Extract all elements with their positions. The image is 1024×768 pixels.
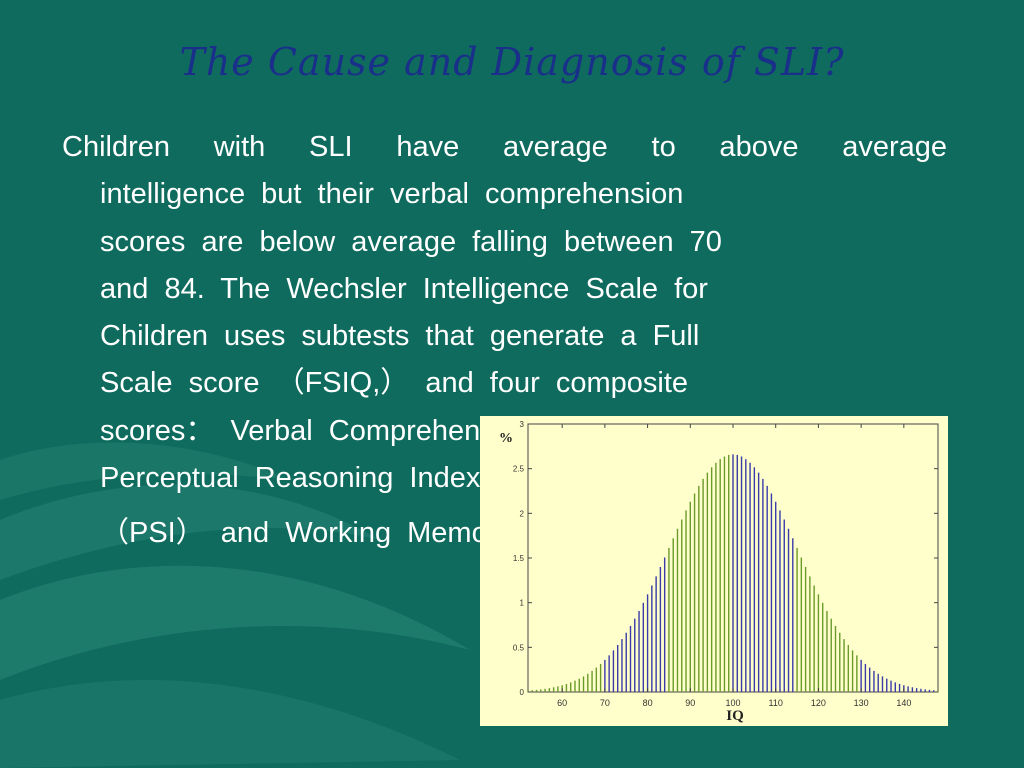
iq-distribution-chart: 60 70 80 90 100 110 120 130 140 0 0.5 1 1.5 2 2.5 3% IQ [480, 416, 948, 726]
chart-svg: 60 70 80 90 100 110 120 130 140 0 0.5 1 1.5 2 2.5 3% IQ [499, 420, 939, 724]
x-tick-label-60: 60 [557, 698, 567, 708]
y-tick-label-2.5: 2.5 [513, 465, 525, 474]
body-line-6: Scale score （FSIQ,） and four composite [100, 367, 688, 400]
x-tick-label-120: 120 [811, 698, 826, 708]
body-line-3: scores are below average falling between… [100, 225, 722, 258]
x-tick-label-110: 110 [769, 698, 783, 708]
x-axis-label: IQ [726, 708, 744, 724]
body-line-4: and 84. The Wechsler Intelligence Scale … [100, 272, 708, 305]
y-tick-label-0.5: 0.5 [513, 643, 525, 652]
y-axis-label: % [499, 431, 513, 446]
slide-title: The Cause and Diagnosis of SLI? [179, 40, 845, 84]
x-tick-label-70: 70 [600, 698, 610, 708]
x-tick-label-130: 130 [854, 698, 869, 708]
x-tick-label-80: 80 [643, 698, 653, 708]
body-line-5: Children uses subtests that generate a F… [100, 320, 700, 353]
y-tick-label-1: 1 [520, 599, 525, 608]
y-tick-label-3: 3 [520, 420, 525, 429]
y-tick-label-0: 0 [520, 688, 525, 697]
body-line-1: Children with SLI have average to above … [62, 131, 947, 163]
y-tick-label-1.5: 1.5 [513, 554, 525, 563]
body-line-2: intelligence but their verbal comprehens… [100, 178, 684, 211]
x-tick-label-90: 90 [685, 698, 695, 708]
x-tick-label-140: 140 [896, 698, 911, 708]
y-tick-label-2: 2 [520, 509, 525, 518]
x-tick-label-100: 100 [725, 698, 740, 708]
